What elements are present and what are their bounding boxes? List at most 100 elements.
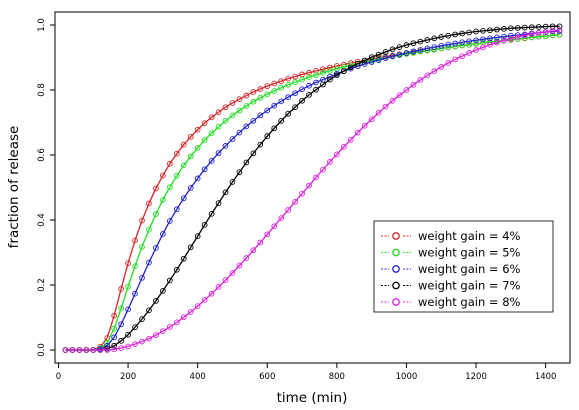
data-point [375, 109, 382, 116]
data-point [292, 198, 298, 205]
data-point [194, 303, 201, 309]
y-axis-title: fraction of release [6, 126, 22, 249]
data-point [271, 125, 278, 132]
data-point [111, 342, 118, 349]
data-point [187, 244, 194, 251]
data-point [299, 86, 305, 93]
data-point [250, 89, 257, 95]
data-point [139, 217, 145, 224]
data-point [104, 347, 111, 353]
data-point [250, 247, 257, 254]
data-point [466, 29, 472, 36]
data-point [480, 44, 486, 51]
data-point [417, 47, 424, 53]
data-point [285, 81, 291, 88]
data-point [340, 64, 347, 70]
data-point [494, 39, 500, 46]
data-point [229, 179, 236, 185]
data-point [153, 185, 159, 192]
data-point [132, 290, 138, 297]
data-point [229, 136, 236, 142]
data-point [396, 44, 403, 50]
data-point [201, 222, 208, 228]
data-point [445, 60, 452, 66]
data-point [340, 68, 347, 75]
data-point [285, 207, 291, 213]
data-point [111, 334, 118, 341]
data-point [194, 175, 201, 182]
data-point [410, 81, 417, 88]
data-point [194, 126, 201, 133]
data-point [556, 27, 563, 34]
data-point [327, 67, 333, 74]
data-point [501, 26, 507, 32]
data-point [146, 200, 152, 207]
data-point [459, 30, 465, 37]
data-point [132, 263, 138, 270]
data-point [201, 120, 208, 127]
data-point [452, 31, 459, 38]
data-point [292, 90, 298, 97]
data-point [542, 33, 549, 39]
data-point [236, 96, 243, 102]
data-point [278, 78, 285, 85]
data-point [313, 67, 319, 74]
y-tick-label: 0.4 [37, 213, 47, 227]
data-point [313, 79, 319, 86]
data-point [146, 226, 152, 233]
data-point [389, 97, 396, 104]
data-point [459, 53, 465, 60]
data-point [160, 288, 166, 294]
data-point [549, 28, 556, 34]
data-point [236, 129, 243, 136]
data-point [222, 104, 229, 111]
data-point [97, 347, 104, 353]
data-point [320, 81, 326, 88]
data-point [507, 25, 514, 32]
data-point [542, 28, 549, 35]
legend-item: weight gain = 4% [381, 229, 521, 243]
data-point [417, 77, 424, 83]
data-point [166, 160, 173, 167]
data-point [459, 42, 465, 49]
data-point [243, 123, 250, 130]
data-point [306, 82, 312, 89]
data-point [201, 297, 208, 303]
data-point [271, 223, 278, 230]
data-point [466, 38, 472, 45]
x-axis-title: time (min) [277, 390, 348, 406]
data-point [473, 47, 479, 53]
data-point [180, 255, 187, 262]
data-point [452, 56, 459, 63]
data-point [487, 35, 493, 42]
data-point [327, 64, 333, 71]
data-point [410, 48, 417, 55]
data-point [76, 347, 83, 353]
data-point [125, 343, 131, 350]
data-point [118, 305, 124, 312]
data-point [173, 266, 180, 273]
data-point [264, 231, 271, 238]
data-point [62, 347, 69, 353]
data-point [389, 46, 396, 53]
data-point [320, 166, 326, 173]
data-point [473, 40, 479, 47]
data-point [139, 316, 145, 322]
data-point [452, 40, 459, 47]
data-point [180, 314, 187, 321]
data-point [501, 37, 507, 44]
data-point [139, 338, 145, 345]
data-point [243, 159, 250, 166]
data-point [215, 150, 222, 156]
data-point [285, 94, 291, 101]
data-point [208, 130, 215, 137]
data-point [382, 49, 389, 55]
data-point [535, 33, 542, 40]
data-point [271, 88, 278, 94]
data-point [118, 338, 124, 344]
data-point [278, 98, 285, 105]
series-line [65, 29, 560, 351]
data-point [243, 92, 250, 99]
data-point [132, 324, 138, 331]
legend: weight gain = 4% weight gain = 5% weight g… [373, 220, 554, 313]
